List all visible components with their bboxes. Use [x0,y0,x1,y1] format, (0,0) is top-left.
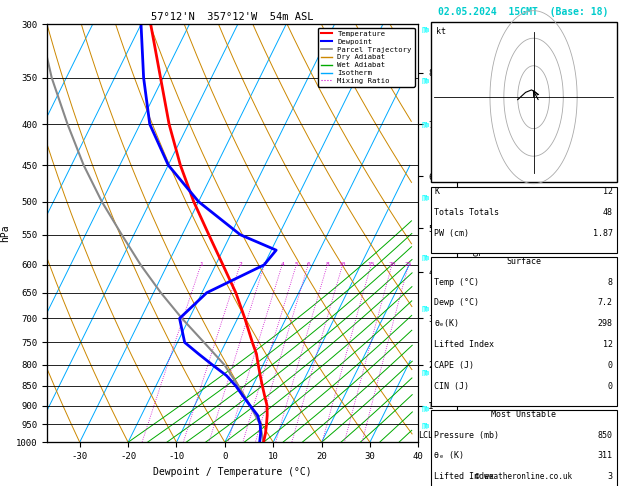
Text: kt: kt [437,27,447,36]
Text: 3: 3 [608,472,613,482]
X-axis label: Dewpoint / Temperature (°C): Dewpoint / Temperature (°C) [153,467,312,477]
Text: Lifted Index: Lifted Index [435,472,494,482]
Bar [430,187,617,253]
Text: 20: 20 [388,262,396,267]
Text: Most Unstable: Most Unstable [491,410,556,419]
Text: K: K [435,187,440,196]
Text: 48: 48 [603,208,613,217]
Text: m: m [421,76,428,86]
Bar [430,410,617,486]
Text: 7.2: 7.2 [598,298,613,308]
Text: m: m [421,193,428,203]
Text: θₑ (K): θₑ (K) [435,451,464,461]
Text: m: m [425,195,429,201]
Text: 311: 311 [598,451,613,461]
Text: 298: 298 [598,319,613,329]
Text: m: m [425,27,429,33]
Text: 2: 2 [238,262,242,267]
Text: m: m [425,423,429,429]
Y-axis label: Mixing Ratio (g/kg): Mixing Ratio (g/kg) [472,186,481,281]
Text: PW (cm): PW (cm) [435,229,469,238]
Text: Lifted Index: Lifted Index [435,340,494,349]
Legend: Temperature, Dewpoint, Parcel Trajectory, Dry Adiabat, Wet Adiabat, Isotherm, Mi: Temperature, Dewpoint, Parcel Trajectory… [318,28,415,87]
Text: m: m [421,304,428,314]
Text: Dewp (°C): Dewp (°C) [435,298,479,308]
Text: 15: 15 [367,262,375,267]
Text: 1: 1 [199,262,203,267]
Text: m: m [425,78,429,84]
Text: 8: 8 [608,278,613,287]
Text: m: m [421,25,428,35]
Text: θₑ(K): θₑ(K) [435,319,459,329]
Text: Surface: Surface [506,257,541,266]
Text: Totals Totals: Totals Totals [435,208,499,217]
Text: CAPE (J): CAPE (J) [435,361,474,370]
Text: © weatheronline.co.uk: © weatheronline.co.uk [475,472,572,481]
Text: 1.87: 1.87 [593,229,613,238]
Text: 12: 12 [603,340,613,349]
Text: Temp (°C): Temp (°C) [435,278,479,287]
Text: 12: 12 [603,187,613,196]
Text: m: m [425,255,429,261]
Text: m: m [425,406,429,412]
Text: Pressure (mb): Pressure (mb) [435,431,499,440]
Text: m: m [421,368,428,378]
Y-axis label: hPa: hPa [1,225,11,242]
Text: 8: 8 [325,262,329,267]
Bar [430,257,617,406]
Bar [430,22,617,182]
Text: CIN (J): CIN (J) [435,382,469,391]
Text: m: m [421,404,428,414]
Text: 850: 850 [598,431,613,440]
Text: 10: 10 [339,262,346,267]
Text: 3: 3 [262,262,266,267]
Y-axis label: km
ASL: km ASL [445,224,461,243]
Text: 0: 0 [608,382,613,391]
Text: m: m [421,253,428,263]
Text: 4: 4 [281,262,284,267]
Title: 57°12'N  357°12'W  54m ASL: 57°12'N 357°12'W 54m ASL [152,12,314,22]
Text: LCL: LCL [418,431,433,440]
Text: m: m [425,306,429,312]
Text: m: m [425,122,429,127]
Text: 02.05.2024  15GMT  (Base: 18): 02.05.2024 15GMT (Base: 18) [438,7,609,17]
Text: m: m [425,370,429,376]
Text: m: m [421,421,428,431]
Text: 25: 25 [404,262,412,267]
Text: 6: 6 [306,262,310,267]
Text: 5: 5 [294,262,298,267]
Text: 0: 0 [608,361,613,370]
Text: m: m [421,120,428,130]
